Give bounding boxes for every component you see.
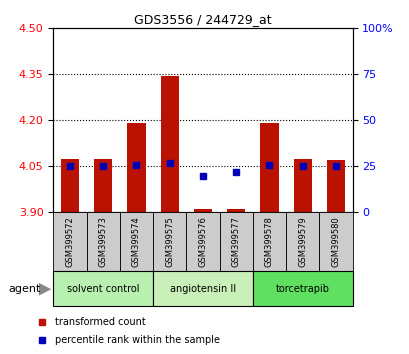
Text: percentile rank within the sample: percentile rank within the sample: [55, 335, 220, 344]
Text: GSM399573: GSM399573: [99, 216, 108, 267]
Bar: [326, 160, 344, 212]
Text: angiotensin II: angiotensin II: [169, 284, 236, 293]
Text: GSM399580: GSM399580: [330, 216, 339, 267]
Text: GSM399579: GSM399579: [297, 216, 306, 267]
Bar: [252, 212, 285, 271]
Text: torcetrapib: torcetrapib: [275, 284, 329, 293]
Text: transformed count: transformed count: [55, 318, 146, 327]
Bar: [160, 76, 178, 212]
Bar: [260, 124, 278, 212]
Bar: [319, 212, 352, 271]
Text: GSM399577: GSM399577: [231, 216, 240, 267]
Text: GSM399575: GSM399575: [165, 216, 174, 267]
Bar: [127, 124, 145, 212]
Text: GSM399572: GSM399572: [65, 216, 74, 267]
Text: solvent control: solvent control: [67, 284, 139, 293]
Bar: [293, 159, 311, 212]
Text: agent: agent: [8, 284, 40, 294]
Bar: [53, 212, 86, 271]
Text: GSM399578: GSM399578: [264, 216, 273, 267]
Bar: [227, 209, 245, 212]
Title: GDS3556 / 244729_at: GDS3556 / 244729_at: [134, 13, 271, 26]
Bar: [153, 212, 186, 271]
Bar: [219, 212, 252, 271]
Text: GSM399576: GSM399576: [198, 216, 207, 267]
Bar: [252, 271, 352, 306]
Bar: [94, 159, 112, 212]
Bar: [193, 209, 211, 212]
Polygon shape: [39, 283, 51, 296]
Bar: [53, 271, 153, 306]
Bar: [186, 212, 219, 271]
Bar: [119, 212, 153, 271]
Bar: [86, 212, 119, 271]
Bar: [61, 159, 79, 212]
Bar: [153, 271, 252, 306]
Bar: [285, 212, 319, 271]
Text: GSM399574: GSM399574: [132, 216, 141, 267]
